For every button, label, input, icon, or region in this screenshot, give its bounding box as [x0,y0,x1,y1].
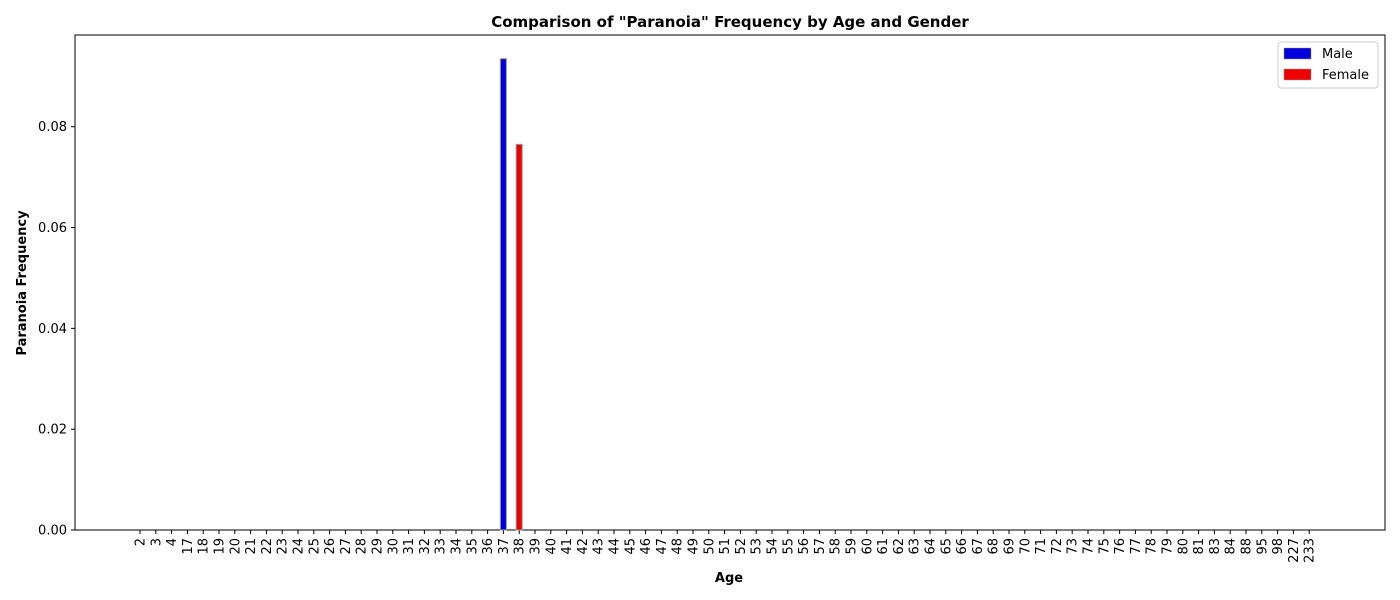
legend-swatch-male [1283,47,1312,60]
x-tick-label: 22 [260,538,275,555]
x-tick-label: 46 [639,538,654,555]
x-axis-label: Age [715,571,743,586]
legend: Male Female [1277,41,1379,89]
x-tick-label: 79 [1161,538,1176,555]
x-tick-label: 25 [307,538,322,555]
x-tick-label: 34 [450,538,465,555]
x-tick-label: 69 [1003,538,1018,555]
x-tick-label: 35 [465,538,480,555]
x-tick-label: 63 [908,538,923,555]
x-tick-label: 17 [181,538,196,555]
x-tick-label: 62 [892,538,907,555]
y-tick-label: 0.02 [38,423,67,438]
chart-title: Comparison of "Paranoia" Frequency by Ag… [491,13,969,31]
x-tick-label: 38 [513,538,528,555]
x-tick-label: 42 [576,538,591,555]
x-tick-label: 58 [829,538,844,555]
x-tick-label: 72 [1050,538,1065,555]
x-tick-label: 48 [671,538,686,555]
x-tick-label: 75 [1097,538,1112,555]
x-tick-label: 47 [655,538,670,555]
x-tick-label: 30 [386,538,401,555]
x-tick-label: 52 [734,538,749,555]
x-tick-label: 88 [1240,538,1255,555]
x-tick-label: 78 [1145,538,1160,555]
x-tick-label: 31 [402,538,417,555]
x-tick-label: 21 [244,538,259,555]
legend-swatch-female [1283,68,1312,81]
x-tick-label: 19 [213,538,228,555]
x-tick-label: 37 [497,538,512,555]
x-tick-label: 233 [1303,538,1318,563]
x-tick-label: 50 [702,538,717,555]
x-tick-label: 53 [750,538,765,555]
x-tick-label: 81 [1192,538,1207,555]
x-tick-label: 68 [987,538,1002,555]
x-tick-label: 67 [971,538,986,555]
x-tick-label: 32 [418,538,433,555]
y-tick-label: 0.06 [38,221,67,236]
x-tick-label: 27 [339,538,354,555]
x-tick-label: 227 [1287,538,1302,563]
x-tick-label: 80 [1176,538,1191,555]
x-tick-label: 23 [276,538,291,555]
x-tick-label: 84 [1224,538,1239,555]
x-tick-label: 61 [876,538,891,555]
x-axis: 2 3 4 17 18 19 20 21 22 23 24 25 26 27 28 29 30 31 32 33 34 3… [134,530,1318,563]
y-axis-label: Paranoia Frequency [15,210,30,356]
x-tick-label: 57 [813,538,828,555]
x-tick-label: 83 [1208,538,1223,555]
bar-female-age-38 [515,143,523,531]
x-tick-label: 76 [1113,538,1128,555]
x-tick-label: 71 [1034,538,1049,555]
legend-label-male: Male [1322,47,1353,62]
x-tick-label: 66 [955,538,970,555]
x-tick-label: 20 [228,538,243,555]
x-tick-label: 44 [608,538,623,555]
x-tick-label: 95 [1255,538,1270,555]
bar-male-age-37 [499,58,507,531]
x-tick-label: 41 [560,538,575,555]
x-tick-label: 28 [355,538,370,555]
y-tick-label: 0.00 [38,524,67,539]
y-axis: 0.00 0.02 0.04 0.06 0.08 [38,120,75,539]
x-tick-label: 51 [718,538,733,555]
x-tick-label: 70 [1018,538,1033,555]
x-tick-label: 24 [292,538,307,555]
y-tick-label: 0.08 [38,120,67,135]
plot-area [74,34,1386,531]
x-tick-label: 98 [1271,538,1286,555]
x-tick-label: 54 [766,538,781,555]
x-tick-label: 49 [687,538,702,555]
x-tick-label: 39 [529,538,544,555]
x-tick-label: 60 [860,538,875,555]
x-tick-label: 4 [165,538,180,546]
x-tick-label: 45 [623,538,638,555]
x-tick-label: 74 [1082,538,1097,555]
legend-label-female: Female [1322,68,1369,83]
y-tick-label: 0.04 [38,322,67,337]
x-tick-label: 43 [592,538,607,555]
x-tick-label: 40 [544,538,559,555]
bars [499,58,523,531]
x-tick-label: 29 [371,538,386,555]
x-tick-label: 55 [781,538,796,555]
x-tick-label: 18 [197,538,212,555]
x-tick-label: 73 [1066,538,1081,555]
x-tick-label: 36 [481,538,496,555]
x-tick-label: 2 [134,538,149,546]
x-tick-label: 56 [797,538,812,555]
x-tick-label: 26 [323,538,338,555]
x-tick-label: 64 [924,538,939,555]
x-tick-label: 77 [1129,538,1144,555]
x-tick-label: 65 [939,538,954,555]
x-tick-label: 59 [845,538,860,555]
x-tick-label: 33 [434,538,449,555]
x-tick-label: 3 [149,538,164,546]
